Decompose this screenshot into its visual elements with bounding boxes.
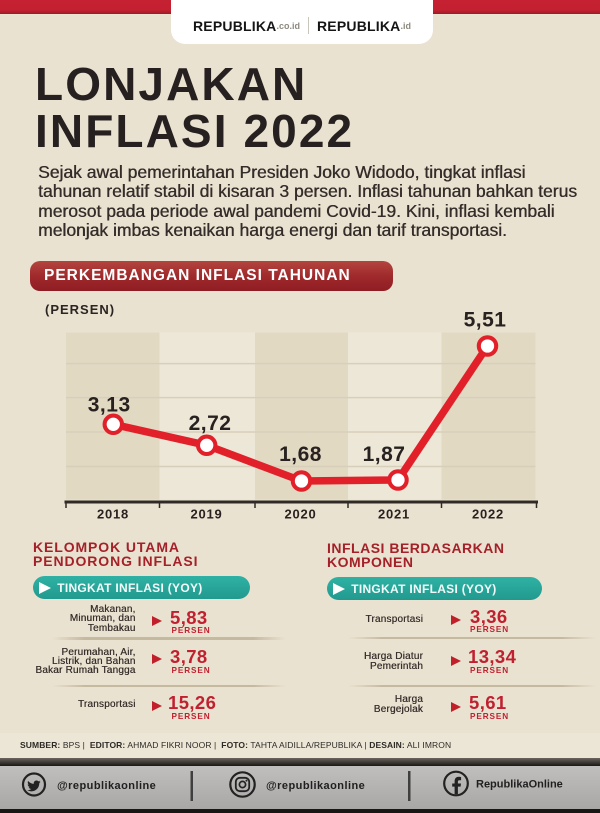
svg-text:@republikaonline: @republikaonline: [57, 780, 156, 792]
svg-text:2020: 2020: [284, 507, 316, 522]
svg-text:2022: 2022: [472, 507, 504, 522]
svg-text:@republikaonline: @republikaonline: [266, 780, 365, 792]
svg-text:1,87: 1,87: [363, 443, 406, 466]
svg-text:2019: 2019: [190, 507, 222, 522]
svg-text:3,13: 3,13: [88, 394, 131, 417]
svg-text:2,72: 2,72: [189, 412, 232, 435]
svg-text:RepublikaOnline: RepublikaOnline: [476, 779, 563, 791]
svg-text:2021: 2021: [378, 507, 410, 522]
svg-text:5,51: 5,51: [464, 309, 507, 332]
svg-text:1,68: 1,68: [279, 443, 322, 466]
svg-text:2018: 2018: [97, 507, 129, 522]
